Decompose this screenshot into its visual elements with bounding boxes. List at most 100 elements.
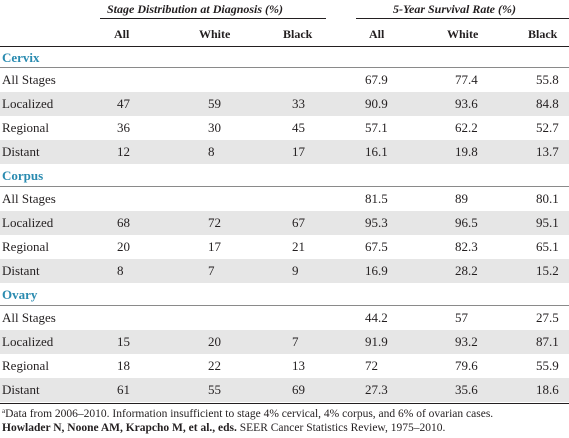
table-cell: 13.7 (536, 144, 559, 159)
row-label: Regional (2, 120, 49, 135)
table-cell: 7 (292, 334, 299, 349)
table-cell: 13 (292, 358, 305, 373)
section-rule (0, 305, 569, 306)
table-cell: 55.9 (536, 358, 559, 373)
table-cell: 69 (292, 382, 305, 397)
table-cell: 96.5 (455, 215, 478, 230)
row-label: Distant (2, 263, 40, 278)
row-label: All Stages (2, 72, 56, 87)
col-header-survival-black: Black (528, 27, 558, 41)
table-cell: 67.5 (365, 239, 388, 254)
table-row: All Stages 67.9 77.4 55.8 (0, 68, 569, 92)
table-row: Localized 15 20 7 91.9 93.2 87.1 (0, 330, 569, 354)
table-cell: 90.9 (365, 96, 388, 111)
stage-distribution-header: Stage Distribution at Diagnosis (%) (107, 2, 284, 16)
row-label: Localized (2, 215, 54, 230)
survival-rate-header: 5-Year Survival Rate (%) (393, 2, 516, 16)
stage-distribution-rule (100, 18, 326, 19)
table-row: Distant 8 7 9 16.9 28.2 15.2 (0, 259, 569, 283)
section-rule (0, 67, 569, 68)
table-cell: 93.2 (455, 334, 478, 349)
table-cell: 57 (455, 310, 468, 325)
table-cell: 65.1 (536, 239, 559, 254)
table-row: Distant 61 55 69 27.3 35.6 18.6 (0, 378, 569, 402)
table-cell: 55.8 (536, 72, 559, 87)
table-cell: 17 (208, 239, 221, 254)
row-label: Regional (2, 239, 49, 254)
table-cell: 22 (208, 358, 221, 373)
table-cell: 35.6 (455, 382, 478, 397)
table-cell: 52.7 (536, 120, 559, 135)
source-citation: Howlader N, Noone AM, Krapcho M, et al.,… (2, 422, 445, 434)
table-cell: 9 (292, 263, 299, 278)
table-bottom-rule (0, 403, 569, 404)
section-heading-corpus: Corpus (2, 168, 44, 183)
table-cell: 20 (117, 239, 130, 254)
table-cell: 67.9 (365, 72, 388, 87)
table-row: All Stages 44.2 57 27.5 (0, 306, 569, 330)
table-cell: 95.1 (536, 215, 559, 230)
table-cell: 16.9 (365, 263, 388, 278)
table-cell: 62.2 (455, 120, 478, 135)
table-cell: 77.4 (455, 72, 478, 87)
table-cell: 33 (292, 96, 305, 111)
source-title: SEER Cancer Statistics Review, 1975–2010… (236, 422, 446, 434)
table-cell: 19.8 (455, 144, 478, 159)
table-cell: 80.1 (536, 191, 559, 206)
table-cell: 59 (208, 96, 221, 111)
col-header-stage-white: White (199, 27, 231, 41)
table-row: Localized 47 59 33 90.9 93.6 84.8 (0, 92, 569, 116)
table-cell: 18.6 (536, 382, 559, 397)
table-cell: 15 (117, 334, 130, 349)
row-label: Localized (2, 96, 54, 111)
table-cell: 47 (117, 96, 130, 111)
table-cell: 55 (208, 382, 221, 397)
table-cell: 72 (365, 358, 378, 373)
table-cell: 17 (292, 144, 305, 159)
table-cell: 8 (208, 144, 215, 159)
table-row: Regional 18 22 13 72 79.6 55.9 (0, 354, 569, 378)
table-cell: 36 (117, 120, 130, 135)
table-cell: 28.2 (455, 263, 478, 278)
table-cell: 21 (292, 239, 305, 254)
table-cell: 68 (117, 215, 130, 230)
table-cell: 27.3 (365, 382, 388, 397)
table-cell: 67 (292, 215, 305, 230)
section-heading-ovary: Ovary (2, 287, 38, 302)
footnote-marker: a (2, 407, 6, 415)
table-cell: 45 (292, 120, 305, 135)
table-cell: 89 (455, 191, 468, 206)
table-row: All Stages 81.5 89 80.1 (0, 187, 569, 211)
table-cell: 20 (208, 334, 221, 349)
table-cell: 81.5 (365, 191, 388, 206)
row-label: Distant (2, 382, 40, 397)
table-cell: 7 (208, 263, 215, 278)
table-cell: 95.3 (365, 215, 388, 230)
table-cell: 79.6 (455, 358, 478, 373)
col-header-stage-black: Black (283, 27, 313, 41)
table-cell: 18 (117, 358, 130, 373)
row-label: Regional (2, 358, 49, 373)
table-cell: 44.2 (365, 310, 388, 325)
table-row: Distant 12 8 17 16.1 19.8 13.7 (0, 140, 569, 164)
table-cell: 8 (117, 263, 124, 278)
table-cell: 57.1 (365, 120, 388, 135)
section-heading-cervix: Cervix (2, 50, 40, 65)
col-header-stage-all: All (114, 27, 130, 41)
footnote-text: Data from 2006–2010. Information insuffi… (5, 408, 494, 420)
table-cell: 84.8 (536, 96, 559, 111)
table-cell: 61 (117, 382, 130, 397)
table-cell: 12 (117, 144, 130, 159)
footnote: aData from 2006–2010. Information insuff… (2, 407, 493, 420)
table-cell: 87.1 (536, 334, 559, 349)
table-row: Localized 68 72 67 95.3 96.5 95.1 (0, 211, 569, 235)
row-label: All Stages (2, 310, 56, 325)
table-cell: 30 (208, 120, 221, 135)
table-cell: 93.6 (455, 96, 478, 111)
row-label: Localized (2, 334, 54, 349)
row-label: All Stages (2, 191, 56, 206)
col-header-survival-white: White (447, 27, 479, 41)
source-authors: Howlader N, Noone AM, Krapcho M, et al.,… (2, 422, 237, 434)
table-cell: 15.2 (536, 263, 559, 278)
